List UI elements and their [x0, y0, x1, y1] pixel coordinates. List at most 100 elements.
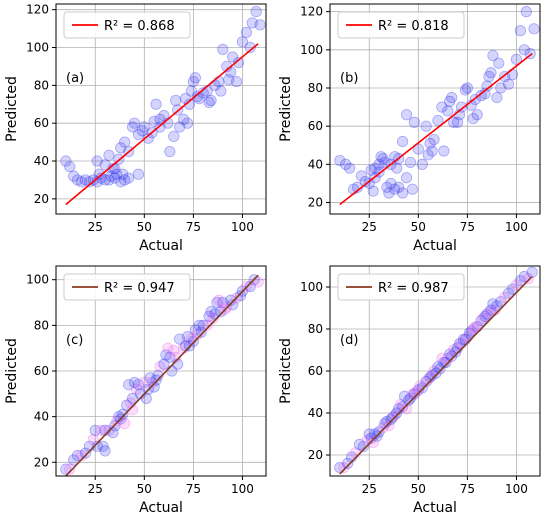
- data-point: [481, 308, 493, 320]
- y-tick-label: 20: [308, 196, 323, 210]
- data-point: [126, 392, 139, 404]
- data-point: [453, 338, 466, 350]
- data-point: [520, 6, 532, 18]
- y-tick-label: 80: [34, 78, 49, 92]
- y-tick-label: 60: [34, 116, 49, 130]
- data-point: [377, 153, 389, 165]
- data-point: [359, 175, 371, 188]
- data-point: [379, 156, 391, 169]
- data-point: [412, 384, 424, 396]
- data-point: [514, 25, 526, 37]
- y-tick-label: 40: [34, 154, 49, 168]
- x-tick-label: 25: [88, 482, 103, 496]
- legend-box: [337, 11, 465, 39]
- data-point: [195, 326, 207, 338]
- data-point: [463, 327, 475, 339]
- data-point: [99, 159, 111, 171]
- data-point: [451, 116, 464, 128]
- data-point: [117, 408, 129, 420]
- y-axis-label: Predicted: [278, 338, 294, 404]
- data-point: [215, 85, 227, 97]
- data-point: [117, 168, 129, 180]
- y-tick-label: 80: [308, 322, 323, 336]
- data-point: [342, 457, 354, 469]
- data-point: [485, 67, 497, 79]
- subplot-1: 25 50 75 100 20 40 60 80 100 120 Actual Predicted (a…: [4, 3, 267, 254]
- data-point: [363, 177, 375, 190]
- y-tick-label: 80: [34, 318, 49, 332]
- data-point: [150, 98, 162, 110]
- data-point: [115, 142, 127, 154]
- data-point: [518, 270, 530, 283]
- data-point: [236, 36, 249, 48]
- x-axis-label: Actual: [413, 238, 457, 254]
- data-point: [422, 373, 434, 385]
- data-point: [181, 331, 194, 343]
- data-point: [485, 304, 497, 316]
- data-point: [340, 158, 352, 170]
- data-point: [416, 158, 428, 170]
- data-point: [71, 449, 84, 462]
- data-point: [75, 176, 88, 188]
- data-point: [375, 151, 387, 163]
- data-point: [227, 299, 239, 311]
- data-point: [471, 109, 483, 121]
- data-point: [207, 312, 219, 325]
- legend: R² = 0.868: [63, 11, 191, 39]
- y-tick-label: 40: [308, 406, 323, 420]
- data-point: [68, 170, 80, 182]
- data-point: [203, 310, 215, 322]
- scatter-points: [60, 5, 266, 188]
- data-point: [434, 363, 446, 375]
- data-point: [105, 170, 117, 182]
- data-point: [363, 428, 375, 440]
- data-point: [130, 383, 143, 395]
- data-point: [213, 294, 225, 306]
- data-point: [502, 78, 515, 90]
- data-point: [510, 53, 523, 65]
- data-point: [254, 19, 266, 31]
- data-point: [377, 422, 389, 434]
- data-point: [126, 121, 139, 133]
- data-point: [132, 379, 145, 391]
- x-tick-label: 75: [460, 482, 475, 496]
- y-tick-label: 20: [308, 448, 323, 462]
- data-point: [389, 409, 401, 421]
- data-point: [132, 168, 145, 180]
- data-point: [461, 82, 473, 94]
- data-point: [487, 49, 499, 62]
- data-point: [457, 333, 470, 346]
- data-point: [227, 51, 239, 63]
- data-point: [189, 72, 201, 84]
- y-tick-label: 40: [308, 157, 323, 171]
- panel-label: (b): [340, 71, 358, 86]
- data-point: [189, 324, 201, 336]
- data-point: [528, 23, 540, 35]
- data-point: [483, 306, 495, 318]
- data-point: [404, 156, 417, 169]
- data-point: [187, 335, 199, 347]
- data-point: [185, 85, 198, 97]
- data-point: [402, 394, 415, 406]
- data-point: [481, 80, 493, 92]
- data-point: [353, 438, 366, 451]
- data-point: [422, 149, 434, 161]
- data-point: [477, 312, 489, 325]
- data-point: [395, 398, 407, 411]
- data-point: [448, 116, 460, 128]
- data-point: [197, 319, 209, 331]
- data-point: [334, 154, 346, 167]
- data-point: [79, 447, 92, 459]
- data-point: [123, 172, 135, 184]
- data-point: [428, 133, 440, 146]
- data-point: [87, 174, 99, 186]
- data-point: [440, 356, 452, 369]
- data-point: [404, 392, 417, 404]
- data-point: [95, 172, 107, 184]
- data-point: [205, 94, 217, 107]
- data-point: [162, 342, 174, 354]
- data-point: [109, 172, 121, 184]
- data-point: [393, 181, 405, 193]
- data-point: [136, 125, 148, 137]
- data-point: [142, 132, 154, 144]
